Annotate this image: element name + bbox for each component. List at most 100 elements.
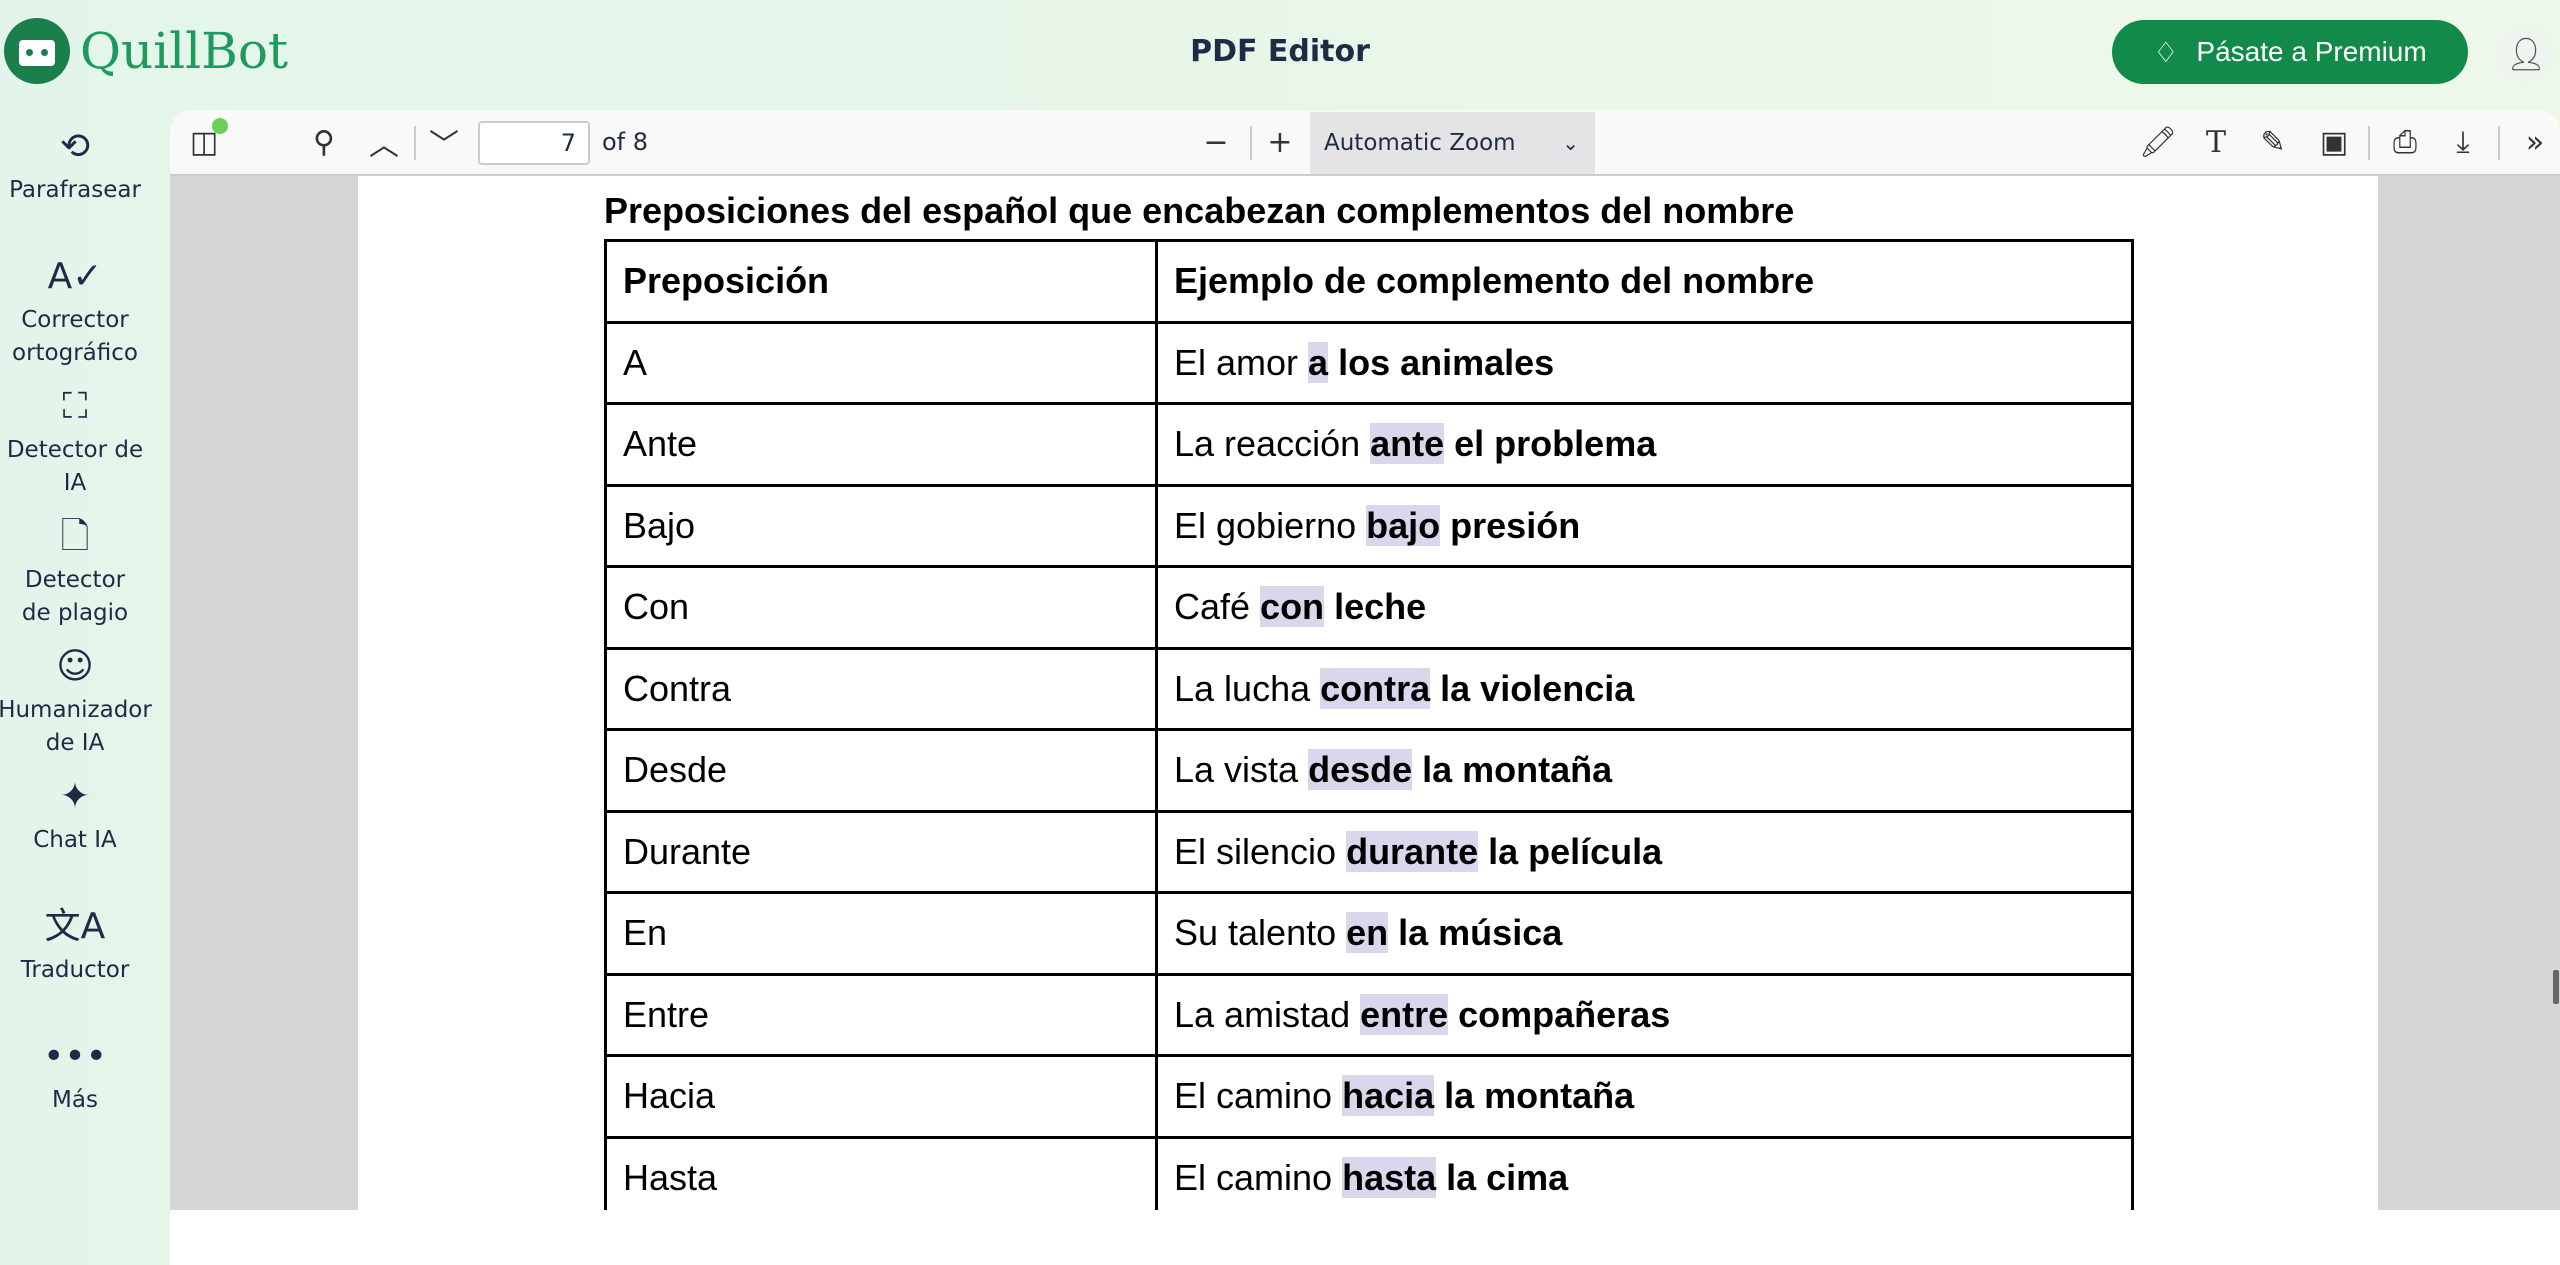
table-row: Hacia El camino hacia la montaña bbox=[604, 1054, 2134, 1139]
paraphrase-icon: ⟲ bbox=[59, 126, 91, 167]
draw-icon[interactable]: ✎ bbox=[2260, 124, 2286, 160]
premium-button[interactable]: ♢ Pásate a Premium bbox=[2112, 20, 2468, 84]
highlighted-preposition: durante bbox=[1346, 830, 1479, 872]
example-cell: El amor a los animales bbox=[1155, 320, 2134, 405]
example-cell: La lucha contra la violencia bbox=[1155, 646, 2134, 731]
save-icon[interactable]: ⤓ bbox=[2456, 124, 2470, 160]
text-tool-icon[interactable]: T bbox=[2205, 124, 2226, 160]
premium-label: Pásate a Premium bbox=[2196, 36, 2427, 67]
table-row: Con Café con leche bbox=[604, 565, 2134, 650]
example-suffix: la película bbox=[1478, 830, 1663, 872]
image-icon[interactable]: ▣ bbox=[2319, 124, 2349, 160]
example-prefix: La lucha bbox=[1174, 667, 1321, 709]
example-prefix: La amistad bbox=[1174, 993, 1361, 1035]
sidebar-item-plagiarism[interactable]: 🗋 Detector de plagio bbox=[0, 510, 150, 640]
sidebar-label: Más bbox=[52, 1087, 98, 1113]
grammar-check-icon: A✓ bbox=[47, 256, 103, 297]
table-row: A El amor a los animales bbox=[604, 320, 2134, 405]
table-row: Ante La reacción ante el problema bbox=[604, 402, 2134, 487]
example-cell: El silencio durante la película bbox=[1155, 809, 2134, 894]
sidebar-label: Corrector ortográfico bbox=[12, 307, 138, 366]
table-row: Hasta El camino hasta la cima bbox=[604, 1135, 2134, 1210]
sidebar-item-chat[interactable]: ✦ Chat IA bbox=[0, 770, 150, 900]
column-header: Ejemplo de complemento del nombre bbox=[1155, 239, 2134, 324]
highlighted-preposition: desde bbox=[1308, 749, 1413, 791]
pdf-page: Preposiciones del español que encabezan … bbox=[358, 176, 2378, 1210]
highlighted-preposition: en bbox=[1346, 912, 1389, 954]
preposition-cell: Bajo bbox=[604, 483, 1158, 568]
highlighted-preposition: a bbox=[1308, 341, 1329, 383]
example-prefix: El camino bbox=[1174, 1075, 1343, 1117]
page-number-input[interactable]: 7 bbox=[478, 121, 590, 165]
plagiarism-icon: 🗋 bbox=[60, 516, 90, 557]
sidebar-item-translator[interactable]: 文A Traductor bbox=[0, 900, 150, 1030]
table-row: Contra La lucha contra la violencia bbox=[604, 646, 2134, 731]
logo-icon bbox=[4, 18, 70, 84]
example-suffix: leche bbox=[1324, 586, 1427, 628]
sidebar-item-more[interactable]: ••• Más bbox=[0, 1030, 150, 1160]
brand-name: QuillBot bbox=[80, 22, 289, 80]
preposition-cell: Hacia bbox=[604, 1054, 1158, 1139]
ai-detector-icon: ⛶ bbox=[62, 386, 88, 427]
highlighted-preposition: entre bbox=[1360, 993, 1449, 1035]
preposition-cell: Ante bbox=[604, 402, 1158, 487]
table-row: Bajo El gobierno bajo presión bbox=[604, 483, 2134, 568]
app-header: QuillBot PDF Editor ♢ Pásate a Premium 👤︎ bbox=[0, 0, 2560, 108]
document-title: Preposiciones del español que encabezan … bbox=[604, 190, 1795, 231]
sidebar-label: Detector de plagio bbox=[21, 567, 129, 626]
user-avatar-icon[interactable]: 👤︎ bbox=[2498, 26, 2554, 82]
next-page-icon[interactable]: ﹀ bbox=[429, 128, 459, 163]
chat-icon: ✦ bbox=[59, 776, 91, 817]
highlighted-preposition: contra bbox=[1320, 667, 1431, 709]
highlighted-preposition: bajo bbox=[1366, 504, 1441, 546]
example-suffix: la música bbox=[1388, 912, 1563, 954]
scrollbar-thumb[interactable] bbox=[2553, 970, 2559, 1004]
more-tools-icon[interactable]: » bbox=[2525, 124, 2545, 160]
zoom-select[interactable]: Automatic Zoom ⌄ bbox=[1310, 112, 1595, 174]
table-row: Durante El silencio durante la película bbox=[604, 809, 2134, 894]
highlighted-preposition: hacia bbox=[1342, 1075, 1435, 1117]
pdf-viewer: Preposiciones del español que encabezan … bbox=[170, 176, 2560, 1210]
example-suffix: la cima bbox=[1436, 1156, 1569, 1198]
preposition-cell: Durante bbox=[604, 809, 1158, 894]
preposition-cell: Contra bbox=[604, 646, 1158, 731]
example-prefix: El amor bbox=[1174, 341, 1309, 383]
highlighted-preposition: ante bbox=[1370, 423, 1445, 465]
sidebar-toggle-icon[interactable]: ◫ bbox=[184, 110, 228, 174]
sidebar-item-grammar[interactable]: A✓ Corrector ortográfico bbox=[0, 250, 150, 380]
example-suffix: el problema bbox=[1444, 423, 1657, 465]
preposition-cell: Con bbox=[604, 565, 1158, 650]
humanizer-icon: ☺ bbox=[56, 646, 94, 687]
print-icon[interactable]: ⎙ bbox=[2393, 124, 2417, 160]
bottom-bar bbox=[170, 1210, 2560, 1265]
zoom-value: Automatic Zoom bbox=[1324, 130, 1516, 156]
example-suffix: compañeras bbox=[1448, 993, 1671, 1035]
example-cell: La amistad entre compañeras bbox=[1155, 972, 2134, 1057]
zoom-in-icon[interactable]: + bbox=[1267, 124, 1293, 160]
sidebar-item-ai-detector[interactable]: ⛶ Detector de IA bbox=[0, 380, 150, 510]
preposition-cell: Entre bbox=[604, 972, 1158, 1057]
highlight-icon[interactable]: 🖍︎ bbox=[2138, 124, 2178, 160]
table-row: En Su talento en la música bbox=[604, 891, 2134, 976]
quillbot-logo[interactable]: QuillBot bbox=[4, 18, 288, 84]
example-cell: El camino hacia la montaña bbox=[1155, 1054, 2134, 1139]
page-count: of 8 bbox=[602, 128, 649, 156]
sidebar-item-paraphrase[interactable]: ⟲ Parafrasear bbox=[0, 120, 150, 250]
search-icon[interactable]: ⚲ bbox=[313, 124, 335, 160]
sidebar: ⟲ Parafrasear A✓ Corrector ortográfico ⛶ De… bbox=[0, 120, 152, 1160]
example-cell: La vista desde la montaña bbox=[1155, 728, 2134, 813]
example-suffix: presión bbox=[1440, 504, 1581, 546]
sidebar-label: Humanizador de IA bbox=[0, 697, 152, 756]
more-icon: ••• bbox=[43, 1036, 107, 1077]
example-cell: Café con leche bbox=[1155, 565, 2134, 650]
example-prefix: Café bbox=[1174, 586, 1261, 628]
example-cell: La reacción ante el problema bbox=[1155, 402, 2134, 487]
preposition-cell: A bbox=[604, 320, 1158, 405]
example-cell: El camino hasta la cima bbox=[1155, 1135, 2134, 1210]
pdf-toolbar: ◫ ⚲ ︿ ﹀ 7 of 8 − + Automatic Zoom ⌄ 🖍︎ T … bbox=[170, 110, 2560, 176]
table-header-row: Preposición Ejemplo de complemento del no… bbox=[604, 239, 2134, 324]
sidebar-label: Detector de IA bbox=[6, 437, 144, 496]
sidebar-item-humanizer[interactable]: ☺ Humanizador de IA bbox=[0, 640, 152, 770]
zoom-out-icon[interactable]: − bbox=[1203, 124, 1229, 160]
previous-page-icon[interactable]: ︿ bbox=[369, 128, 399, 163]
